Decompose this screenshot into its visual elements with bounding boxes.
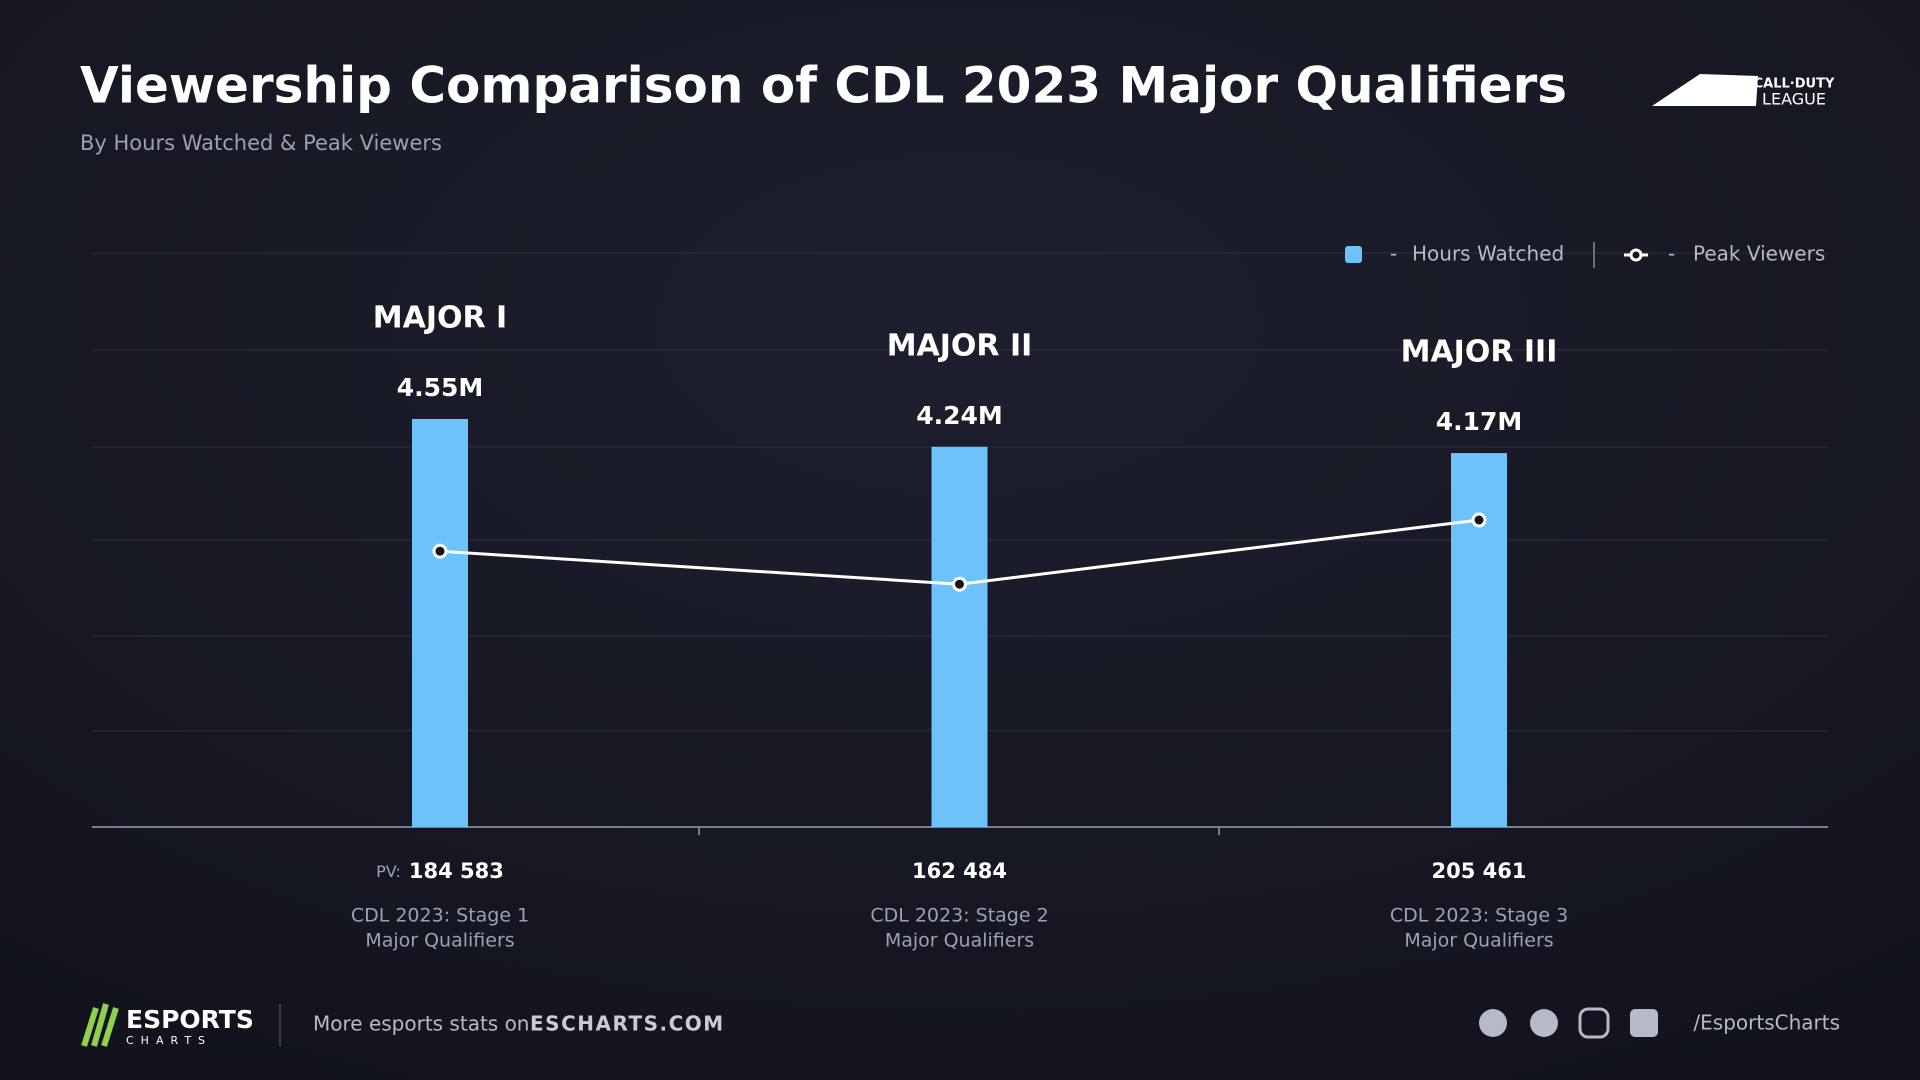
social-icon[interactable] [1479,1009,1507,1037]
category-label: Major Qualifiers [365,930,514,952]
legend-label: Peak Viewers [1693,242,1825,266]
brand-sub: CHARTS [126,1034,212,1047]
footer: ESPORTS CHARTS More esports stats on ESC… [81,1003,1840,1047]
logo-text: LEAGUE [1762,90,1826,109]
pv-prefix: PV: [376,862,401,881]
legend-swatch [1345,246,1362,263]
event-logo: MAJOR I [373,301,507,336]
legend-dash: - [1668,242,1675,266]
category-label: CDL 2023: Stage 2 [870,905,1048,927]
category-label: Major Qualifiers [885,930,1034,952]
value-label: 4.55M [397,373,484,402]
value-label: 4.24M [916,401,1003,430]
legend-label: Hours Watched [1412,242,1564,266]
legend-dash: - [1390,242,1397,266]
category-label: Major Qualifiers [1404,930,1553,952]
legend-point [1629,248,1643,262]
pv-label: PV: 184 583 [376,859,504,883]
bar [1451,453,1507,827]
category-label: CDL 2023: Stage 3 [1390,905,1568,927]
footer-text: More esports stats on [313,1012,529,1036]
bar [931,446,988,827]
peak-point [952,576,967,592]
social-icon[interactable] [1578,1007,1610,1039]
chart-title: Viewership Comparison of CDL 2023 Major … [80,57,1567,115]
footer-handle: /EsportsCharts [1693,1011,1840,1035]
social-icon[interactable] [1530,1009,1558,1037]
event-logo: MAJOR III [1401,335,1558,370]
peak-point [432,543,448,559]
event-logo: MAJOR II [887,328,1033,363]
logo-text: CALL·DUTY [1754,77,1835,92]
value-label: 4.17M [1436,407,1523,436]
social-icon[interactable] [1630,1009,1658,1037]
pv-value: 205 461 [1432,859,1527,883]
footer-site: ESCHARTS.COM [530,1012,725,1036]
peak-point [1471,512,1487,528]
brand: ESPORTS [126,1005,254,1034]
pv-label: 205 461 [1432,859,1527,883]
brand-icon [81,1003,119,1047]
category-label: CDL 2023: Stage 1 [351,905,529,927]
header-logo: CALL·DUTY LEAGUE [1652,74,1835,109]
pv-value: 162 484 [912,859,1007,883]
bar [412,419,468,827]
pv-value: 184 583 [409,859,504,883]
logo-shape [1652,74,1758,106]
subtitle: By Hours Watched & Peak Viewers [80,131,442,155]
pv-label: 162 484 [912,859,1007,883]
